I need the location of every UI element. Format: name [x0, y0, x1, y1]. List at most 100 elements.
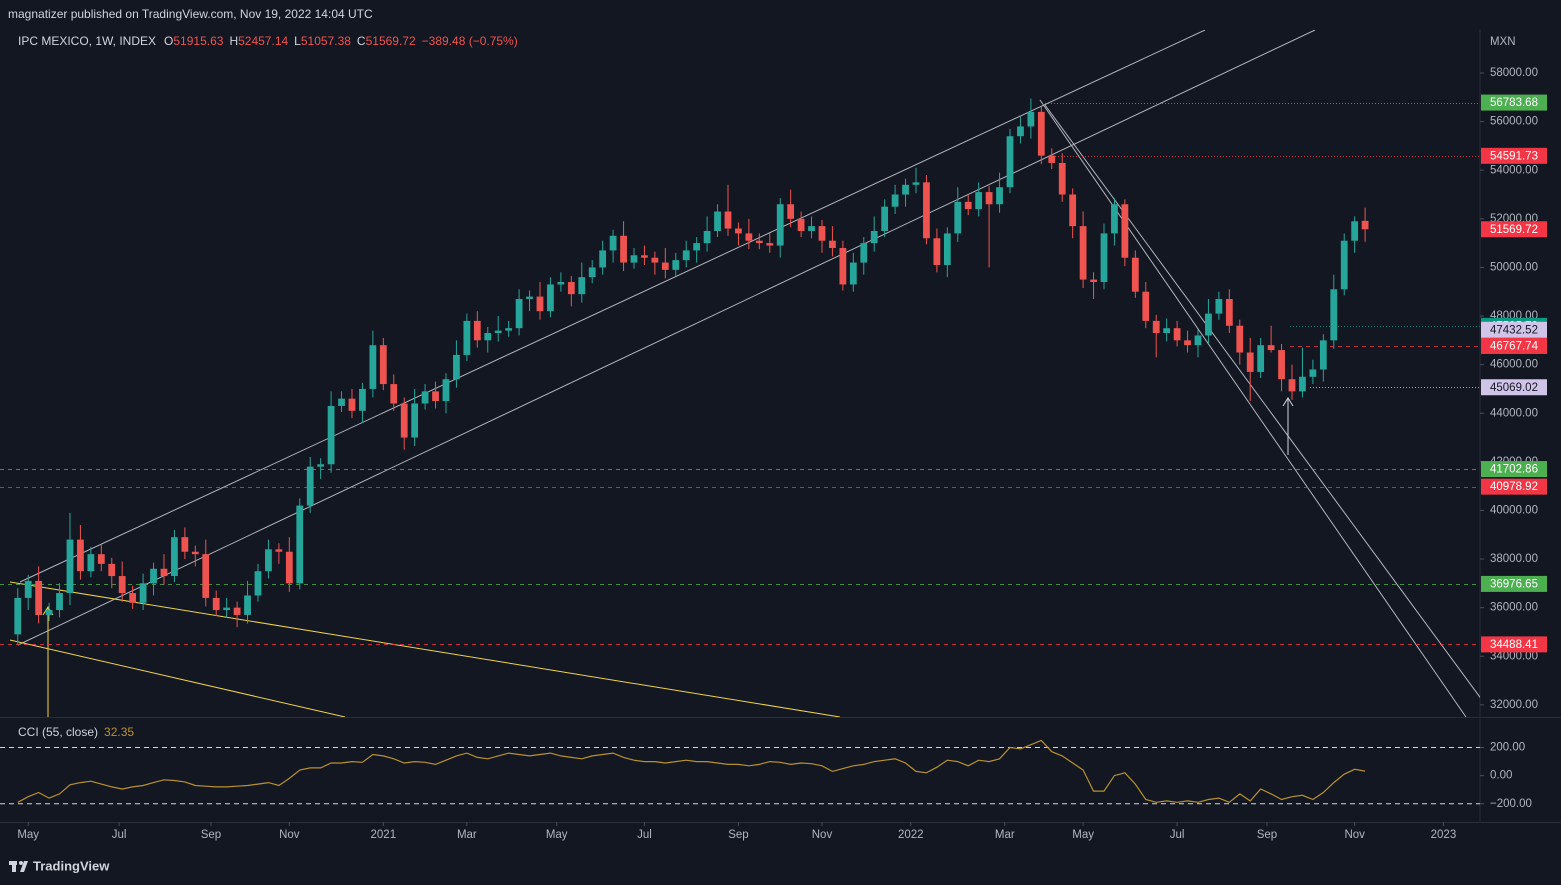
candle-body: [1111, 204, 1118, 234]
candle-body: [703, 230, 711, 244]
candle-body: [1163, 328, 1171, 334]
candle-body: [442, 379, 450, 402]
candle-body: [327, 405, 335, 465]
candle-body: [45, 610, 53, 615]
x-tick-label: 2023: [1431, 829, 1457, 841]
candle-body: [505, 328, 513, 331]
downtrend-line: [1039, 99, 1467, 717]
x-tick-label: Jul: [112, 829, 127, 841]
level-label-box: [1481, 461, 1547, 478]
x-tick-label: Sep: [728, 829, 748, 841]
candle-body: [567, 282, 575, 295]
candle-body: [359, 388, 366, 411]
candle-body: [943, 233, 951, 265]
levels: [0, 103, 1480, 645]
candle-body: [526, 296, 533, 300]
level-label: 47432.52: [1490, 324, 1538, 336]
candle-body: [891, 194, 899, 207]
candle-body: [160, 568, 168, 577]
candle-body: [35, 580, 43, 615]
y-tick-label: 32000.00: [1490, 699, 1538, 711]
x-tick-label: 2021: [371, 829, 397, 841]
candle-body: [494, 330, 502, 334]
candle-body: [150, 568, 157, 584]
candle-body: [745, 233, 753, 241]
candle-body: [1069, 194, 1077, 227]
candle-body: [661, 262, 669, 270]
candle-body: [171, 537, 178, 577]
level-label-box: [1481, 337, 1547, 354]
candle-body: [275, 549, 283, 552]
candle-body: [578, 277, 586, 295]
candle-body: [421, 391, 429, 404]
candle-body: [515, 299, 523, 329]
candle-body: [588, 267, 596, 278]
x-tick-label: Sep: [201, 829, 221, 841]
candle-body: [191, 551, 199, 555]
candle-body: [1173, 328, 1181, 341]
candle-body: [714, 211, 721, 231]
level-label: 41702.86: [1490, 464, 1538, 476]
x-tick-label: May: [1072, 829, 1094, 841]
legend-key: L: [294, 34, 301, 48]
candle-body: [108, 563, 116, 577]
y-tick-label: 40000.00: [1490, 504, 1538, 516]
y-tick-label: 46000.00: [1490, 359, 1538, 371]
candle-body: [254, 571, 262, 596]
level-label: 36976.65: [1490, 578, 1538, 590]
candle-body: [954, 201, 962, 234]
candle-body: [432, 391, 439, 402]
legend-value: 52457.14: [238, 34, 288, 48]
candle-body: [265, 549, 272, 572]
level-label-box: [1481, 379, 1547, 396]
candle-body: [599, 250, 607, 268]
cci-tick-label: 200.00: [1490, 742, 1525, 754]
x-tick-label: Mar: [457, 829, 477, 841]
candle-body: [682, 250, 690, 261]
level-label-box: [1481, 575, 1547, 592]
candle-body: [390, 384, 398, 404]
candle-body: [881, 206, 889, 231]
candle-body: [1246, 352, 1254, 372]
candle-body: [379, 345, 387, 385]
candle-body: [1017, 126, 1024, 137]
y-tick-label: 38000.00: [1490, 553, 1538, 565]
x-tick-label: Nov: [279, 829, 300, 841]
candle-body: [244, 595, 251, 615]
candle-body: [912, 182, 920, 185]
legend-change: −389.48 (−0.75%): [422, 34, 518, 48]
candle-body: [296, 505, 304, 584]
x-tick-label: May: [17, 829, 39, 841]
candle-body: [1194, 335, 1202, 346]
candle-body: [306, 466, 314, 506]
currency-label: MXN: [1490, 36, 1516, 48]
x-tick-label: Nov: [1344, 829, 1365, 841]
candle-body: [755, 240, 763, 244]
candle-body: [1225, 299, 1233, 326]
x-tick-label: Jul: [637, 829, 652, 841]
level-label: 56783.68: [1490, 97, 1538, 109]
yellow-trend-line: [9, 639, 346, 717]
candle-body: [212, 597, 220, 611]
candle-body: [1288, 379, 1296, 392]
candle-body: [1006, 136, 1014, 188]
cci-legend-value: 32.35: [104, 725, 134, 739]
level-label: 45069.02: [1490, 382, 1538, 394]
candle-body: [1079, 226, 1087, 280]
candle-body: [129, 593, 137, 603]
legend-key: H: [229, 34, 238, 48]
white-arrow-head: [1282, 397, 1294, 407]
cci-legend: CCI (55, close): [18, 725, 98, 739]
level-label: 40978.92: [1490, 481, 1538, 493]
candle-body: [1142, 291, 1150, 321]
candle-body: [463, 320, 471, 355]
legend-key: C: [357, 34, 366, 48]
candle-body: [797, 218, 805, 231]
candle-body: [1361, 220, 1369, 230]
x-tick-label: Mar: [995, 829, 1015, 841]
candle-body: [473, 320, 481, 341]
candle-body: [348, 398, 356, 411]
candle-body: [547, 284, 554, 312]
cci-tick-label: −200.00: [1490, 798, 1532, 810]
